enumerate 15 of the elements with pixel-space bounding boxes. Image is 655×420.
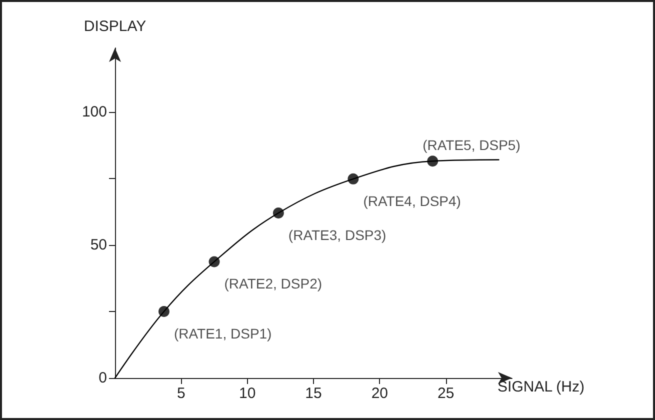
y-tick-label: 0	[98, 370, 107, 386]
x-axis-title: SIGNAL (Hz)	[498, 378, 584, 396]
annotation: (RATE5, DSP5)	[422, 137, 520, 154]
x-tick-label: 20	[371, 385, 388, 402]
annotation: (RATE2, DSP2)	[224, 276, 322, 292]
annotation: (RATE3, DSP3)	[288, 227, 386, 243]
x-tick-label: 15	[305, 385, 322, 402]
x-tick-label: 25	[437, 385, 454, 402]
x-tick-label: 5	[176, 385, 186, 402]
annotation: (RATE1, DSP1)	[174, 325, 272, 342]
y-tick-label: 50	[90, 236, 107, 254]
y-tick-label: 100	[82, 103, 107, 120]
y-axis-title: DISPLAY	[84, 18, 146, 35]
annotation: (RATE4, DSP4)	[363, 192, 461, 209]
x-tick-label: 10	[238, 385, 256, 402]
